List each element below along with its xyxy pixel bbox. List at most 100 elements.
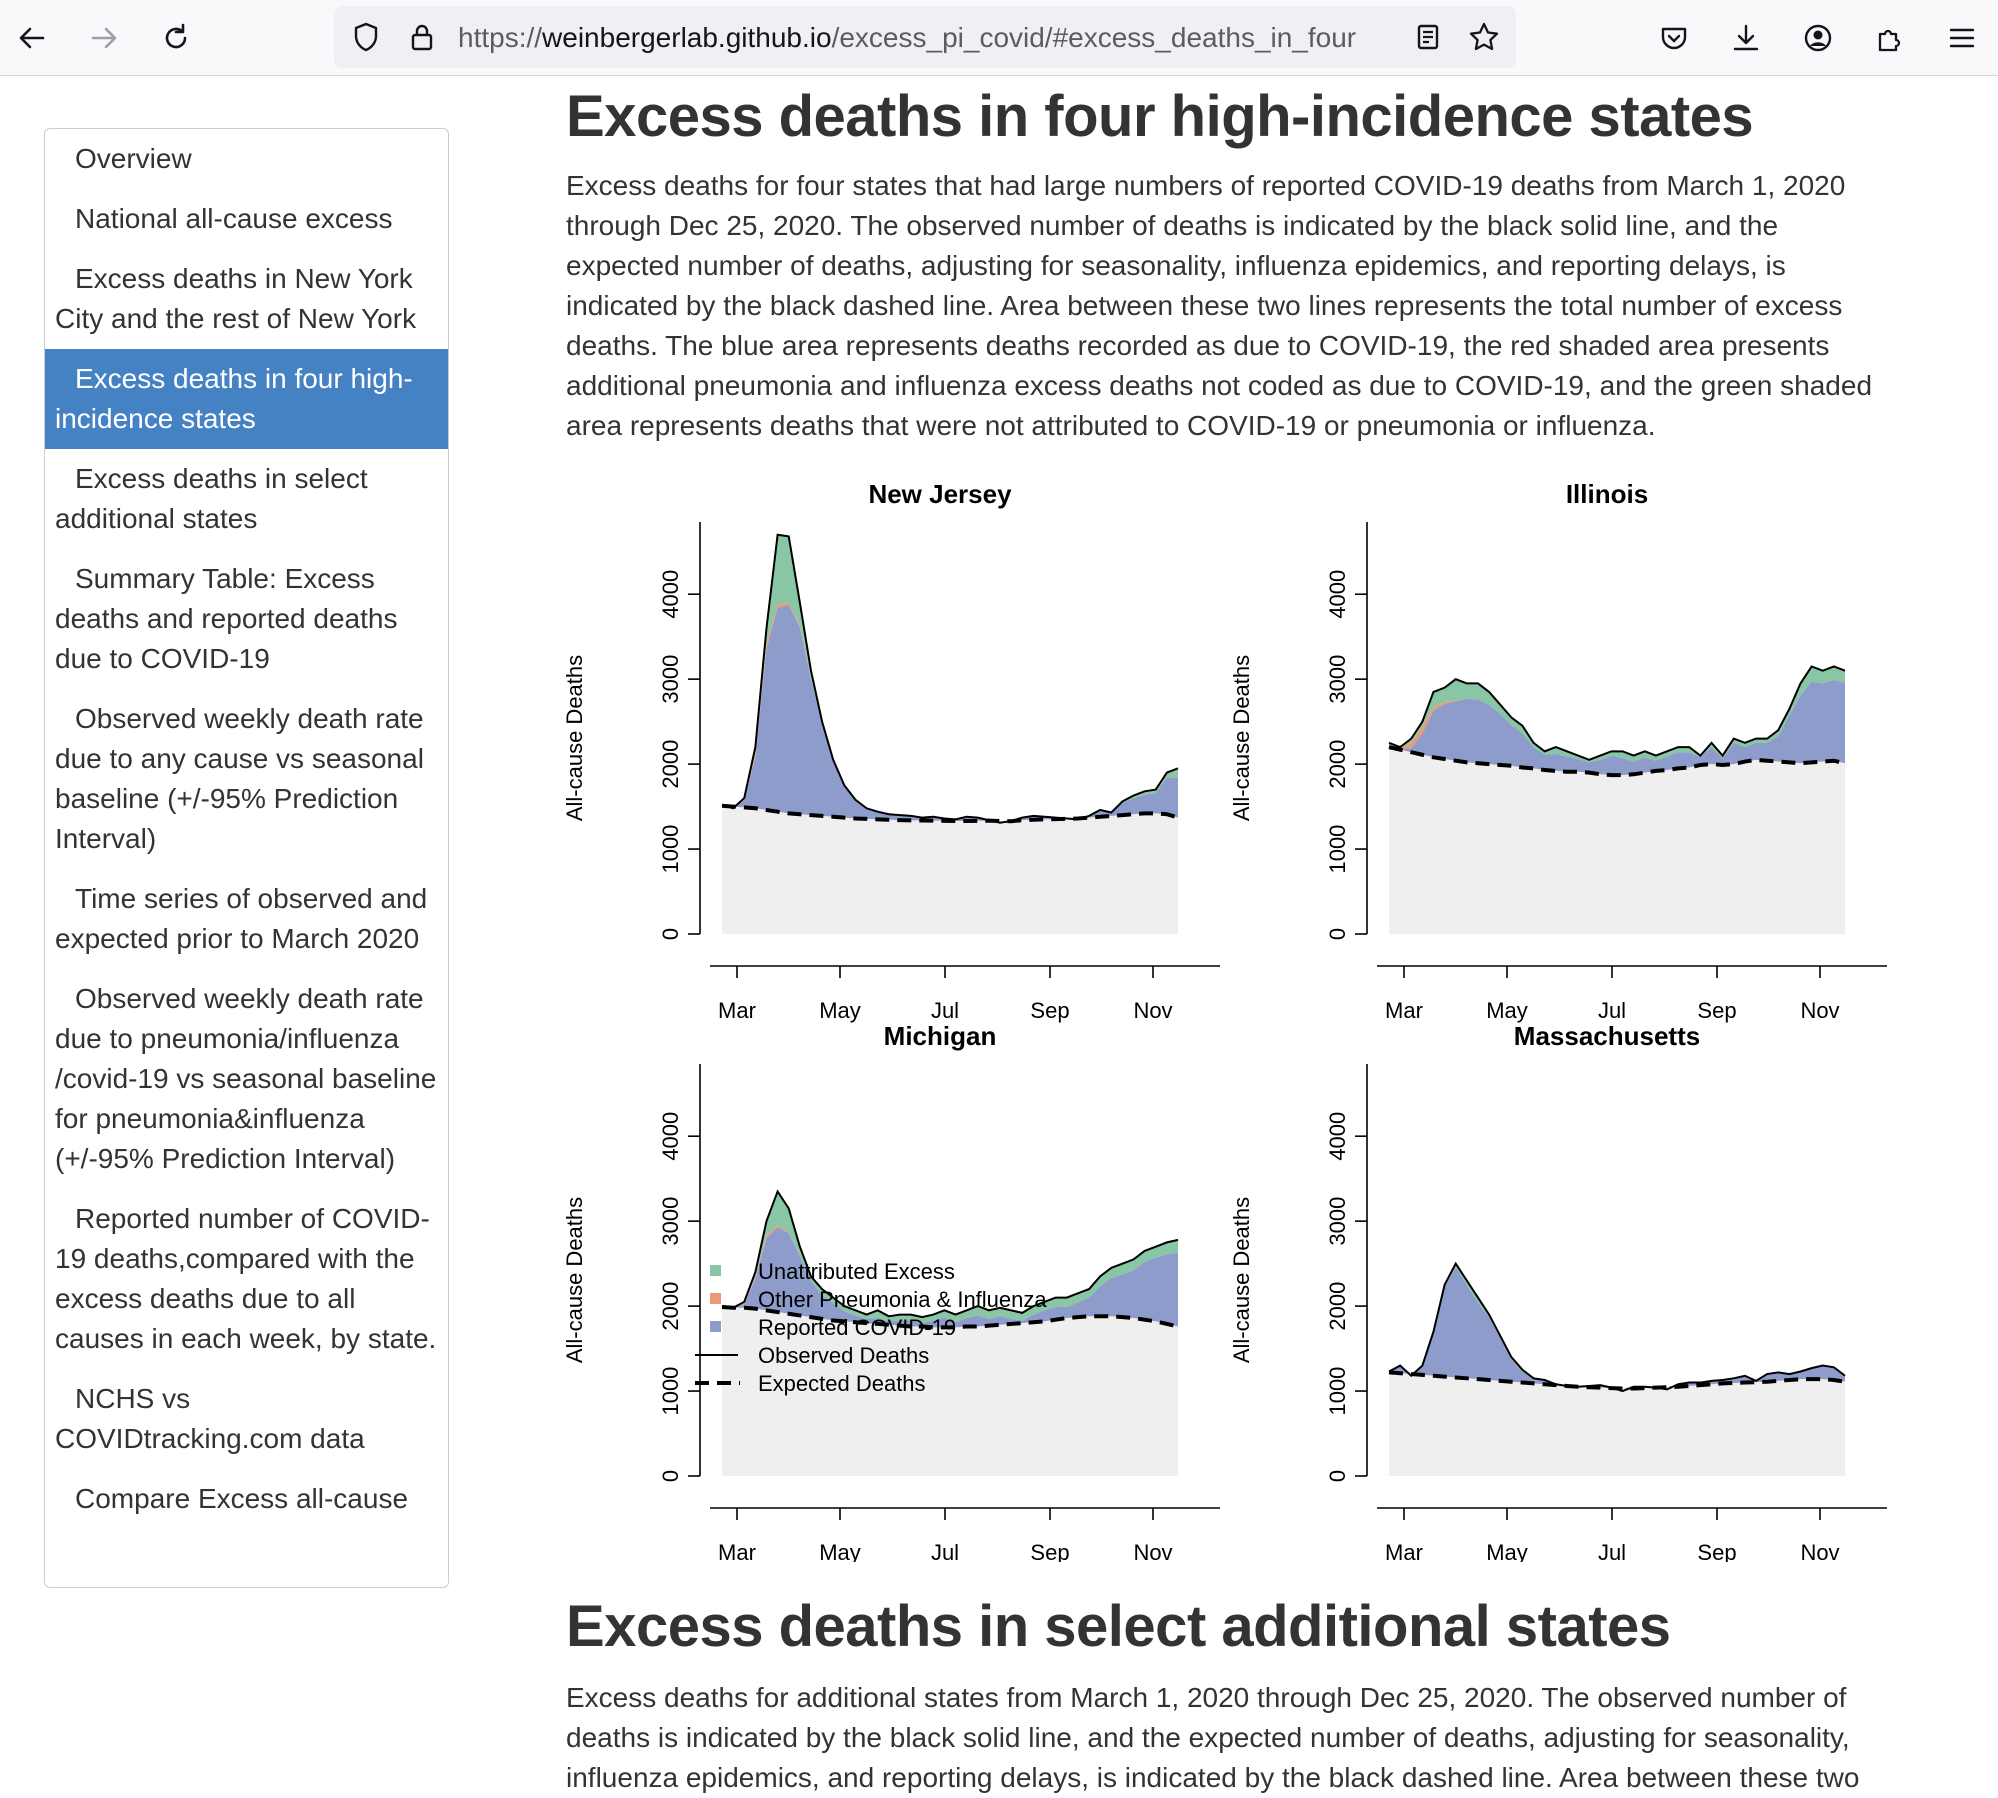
url-prefix: https:// <box>458 22 543 53</box>
toc-item[interactable]: National all-cause excess <box>45 189 448 249</box>
y-tick-label: 1000 <box>658 1367 683 1416</box>
y-tick-label: 3000 <box>1325 1197 1350 1246</box>
toc-item[interactable]: Compare Excess all-cause <box>45 1469 448 1529</box>
chart-panel: 0 1000 2000 3000 4000 Mar May Jul Sep Nov Michigan… <box>562 1021 1220 1565</box>
lock-icon[interactable] <box>406 21 438 53</box>
reload-icon <box>165 23 187 49</box>
toc-item-label: Summary Table: Excess deaths and reporte… <box>55 563 398 674</box>
reported-covid-area <box>722 605 1178 822</box>
toc-item-label: NCHS vs COVIDtracking.com data <box>55 1383 365 1454</box>
chart-panel: 0 1000 2000 3000 4000 Mar May Jul Sep Nov New Jers… <box>562 479 1220 1023</box>
baseline-area <box>722 805 1178 934</box>
forward-button[interactable] <box>80 14 128 62</box>
menu-button[interactable] <box>1938 14 1986 62</box>
toc-item-label: Reported number of COVID-19 deaths,compa… <box>55 1203 437 1354</box>
y-tick-label: 4000 <box>1325 1112 1350 1161</box>
pneumonia-influenza-area <box>722 1225 1178 1324</box>
x-tick-label: Mar <box>1385 1540 1423 1562</box>
x-tick-label: Nov <box>1133 1540 1172 1562</box>
bookmark-star-icon[interactable] <box>1468 21 1500 53</box>
reported-covid-area <box>1389 1267 1845 1389</box>
pocket-icon <box>1661 27 1687 50</box>
shield-icon[interactable] <box>350 21 382 53</box>
x-tick-label: Mar <box>1385 998 1423 1023</box>
y-tick-label: 4000 <box>658 1112 683 1161</box>
x-tick-label: Mar <box>718 1540 756 1562</box>
x-tick-label: Jul <box>1598 998 1626 1023</box>
x-tick-label: Jul <box>1598 1540 1626 1562</box>
toc-item[interactable]: Overview <box>45 129 448 189</box>
reader-view-icon[interactable] <box>1412 21 1444 53</box>
pocket-button[interactable] <box>1650 14 1698 62</box>
y-tick-label: 2000 <box>1325 740 1350 789</box>
extensions-icon <box>1878 29 1901 52</box>
extensions-button[interactable] <box>1866 14 1914 62</box>
state-charts-figure: 0 1000 2000 3000 4000 Mar May Jul Sep Nov New Jers… <box>550 462 1900 1565</box>
url-text[interactable]: https://weinbergerlab.github.io/excess_p… <box>458 22 1393 54</box>
toc-item-label: Excess deaths in New York City and the r… <box>55 263 417 334</box>
menu-icon <box>1949 28 1975 48</box>
toc-item[interactable]: Observed weekly death rate due to pneumo… <box>45 969 448 1189</box>
toc-item[interactable]: Summary Table: Excess deaths and reporte… <box>45 549 448 689</box>
legend-label: Other Pneumonia & Influenza <box>758 1287 1047 1312</box>
y-axis-label: All-cause Deaths <box>1229 1197 1254 1363</box>
url-bar[interactable]: https://weinbergerlab.github.io/excess_p… <box>334 6 1516 68</box>
reported-covid-area <box>722 1227 1178 1328</box>
section-description-four-states: Excess deaths for four states that had l… <box>566 170 1873 441</box>
legend-swatch <box>710 1265 721 1276</box>
toc-item-label: Observed weekly death rate due to pneumo… <box>55 983 437 1174</box>
toc-item-label: National all-cause excess <box>75 203 393 234</box>
observed-deaths-line <box>1388 665 1846 761</box>
x-tick-label: Sep <box>1030 1540 1069 1562</box>
y-axis-label: All-cause Deaths <box>562 1197 587 1363</box>
toc-item[interactable]: Reported number of COVID-19 deaths,compa… <box>45 1189 448 1369</box>
y-tick-label: 3000 <box>658 1197 683 1246</box>
toc-item[interactable]: Time series of observed and expected pri… <box>45 869 448 969</box>
section-title-four-states: Excess deaths in four high-incidence sta… <box>566 84 1754 149</box>
toc-item[interactable]: Excess deaths in New York City and the r… <box>45 249 448 349</box>
y-tick-label: 2000 <box>1325 1282 1350 1331</box>
y-tick-label: 0 <box>1325 928 1350 940</box>
chart-title: Illinois <box>1566 479 1648 509</box>
x-tick-label: May <box>1486 1540 1528 1562</box>
legend-label: Reported COVID-19 <box>758 1315 956 1340</box>
x-tick-label: Nov <box>1133 998 1172 1023</box>
charts-svg: 0 1000 2000 3000 4000 Mar May Jul Sep Nov New Jers… <box>562 479 1887 1565</box>
x-tick-label: May <box>819 1540 861 1562</box>
observed-deaths-line <box>721 533 1179 824</box>
x-tick-label: Nov <box>1800 1540 1839 1562</box>
expected-deaths-line <box>1388 1370 1846 1391</box>
x-tick-label: May <box>819 998 861 1023</box>
y-tick-label: 3000 <box>1325 655 1350 704</box>
x-tick-label: Nov <box>1800 998 1839 1023</box>
account-button[interactable] <box>1794 14 1842 62</box>
y-tick-label: 1000 <box>658 825 683 874</box>
toc-item[interactable]: NCHS vs COVIDtracking.com data <box>45 1369 448 1469</box>
y-tick-label: 1000 <box>1325 1367 1350 1416</box>
back-button[interactable] <box>8 14 56 62</box>
toc-item[interactable]: Excess deaths in select additional state… <box>45 449 448 549</box>
toc-item[interactable]: Excess deaths in four high-incidence sta… <box>45 349 448 449</box>
observed-deaths-line <box>721 1189 1179 1319</box>
y-tick-label: 2000 <box>658 1282 683 1331</box>
url-host: weinbergerlab.github.io <box>542 22 832 53</box>
chart-panel: 0 1000 2000 3000 4000 Mar May Jul Sep Nov Illinois… <box>1229 479 1887 1023</box>
y-tick-label: 0 <box>658 928 683 940</box>
x-tick-label: Sep <box>1030 998 1069 1023</box>
x-tick-label: Mar <box>718 998 756 1023</box>
toc-item[interactable]: Observed weekly death rate due to any ca… <box>45 689 448 869</box>
x-tick-label: Sep <box>1697 998 1736 1023</box>
back-icon <box>19 27 45 49</box>
url-path: /excess_pi_covid/#excess_deaths_in_four <box>831 22 1357 53</box>
section-description-additional-states: Excess deaths for additional states from… <box>566 1682 1860 1793</box>
download-icon <box>1733 24 1759 51</box>
y-tick-label: 4000 <box>1325 570 1350 619</box>
expected-deaths-line <box>721 803 1179 824</box>
forward-icon <box>91 27 117 49</box>
chart-title: Michigan <box>884 1021 997 1051</box>
reload-button[interactable] <box>152 14 200 62</box>
section-title-additional-states: Excess deaths in select additional state… <box>566 1594 1671 1659</box>
chart-legend: Unattributed Excess Other Pneumonia & Inf… <box>695 1259 1047 1396</box>
baseline-area <box>1389 747 1845 934</box>
download-button[interactable] <box>1722 14 1770 62</box>
